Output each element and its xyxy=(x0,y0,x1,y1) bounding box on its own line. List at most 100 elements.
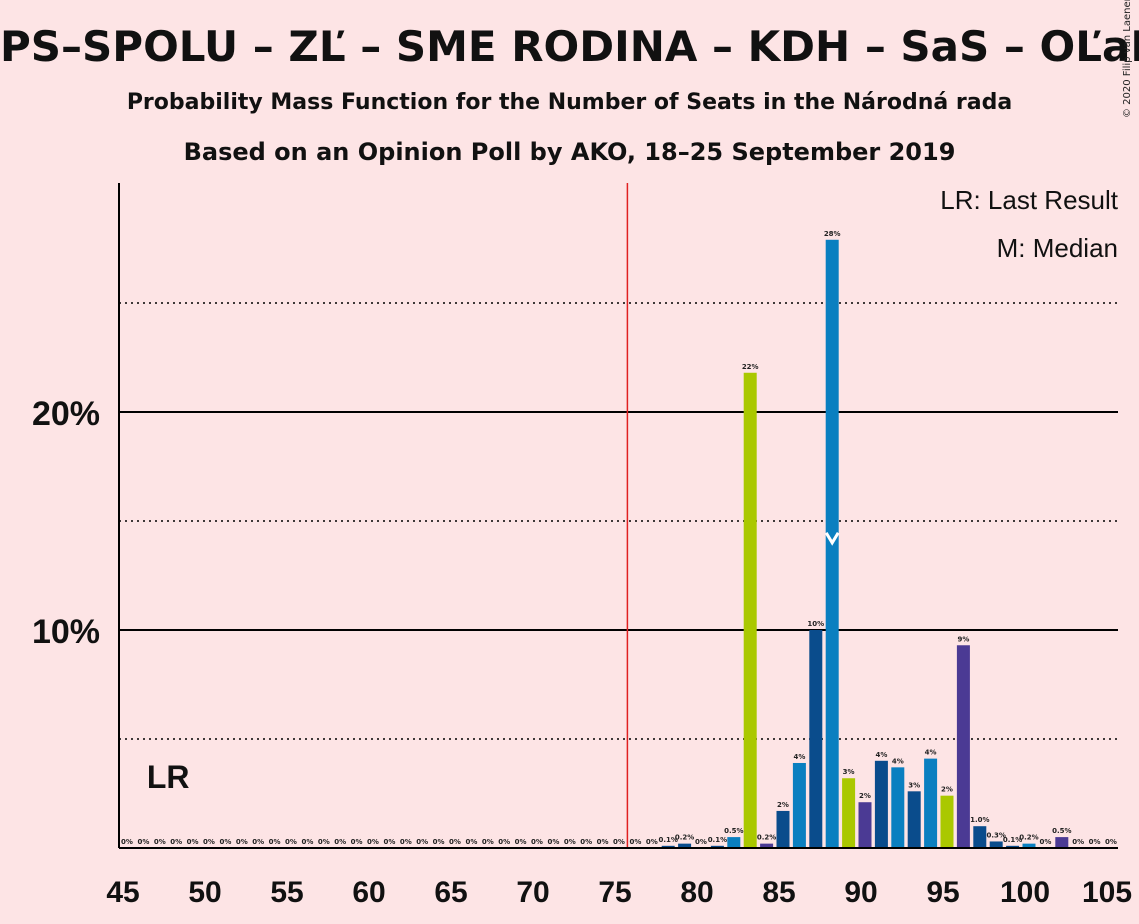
bar-label-seat-100: 0.2% xyxy=(1019,834,1038,842)
bar-label-seat-104: 0% xyxy=(1089,838,1101,846)
bar-label-seat-56: 0% xyxy=(301,838,313,846)
bar-label-seat-101: 0% xyxy=(1039,838,1051,846)
bar-label-seat-91: 4% xyxy=(875,751,887,759)
bar-label-seat-55: 0% xyxy=(285,838,297,846)
bar-label-seat-47: 0% xyxy=(154,838,166,846)
median-marker xyxy=(824,532,840,546)
x-tick-label-55: 55 xyxy=(270,876,303,909)
bar-label-seat-93: 3% xyxy=(908,781,920,789)
bar-label-seat-48: 0% xyxy=(170,838,182,846)
bar-seat-86 xyxy=(792,762,806,848)
bar-label-seat-60: 0% xyxy=(367,838,379,846)
bar-seat-96 xyxy=(956,645,970,848)
bar-seat-94 xyxy=(924,758,938,848)
x-tick-label-80: 80 xyxy=(680,876,713,909)
bar-label-seat-46: 0% xyxy=(137,838,149,846)
bar-label-seat-54: 0% xyxy=(269,838,281,846)
bar-seat-85 xyxy=(776,810,790,848)
bar-label-seat-94: 4% xyxy=(925,749,937,757)
bar-label-seat-50: 0% xyxy=(203,838,215,846)
x-tick-label-85: 85 xyxy=(762,876,795,909)
bar-label-seat-69: 0% xyxy=(515,838,527,846)
bar-label-seat-98: 0.3% xyxy=(986,831,1005,839)
bar-seat-87 xyxy=(809,630,823,848)
bar-label-seat-88: 28% xyxy=(824,230,841,238)
bar-label-seat-95: 2% xyxy=(941,786,953,794)
x-tick-label-100: 100 xyxy=(1000,876,1050,909)
bar-seat-91 xyxy=(874,760,888,848)
bar-seat-81 xyxy=(710,845,724,848)
bar-label-seat-58: 0% xyxy=(334,838,346,846)
bar-seat-90 xyxy=(858,802,872,848)
bar-label-seat-67: 0% xyxy=(482,838,494,846)
x-tick-label-105: 105 xyxy=(1082,876,1132,909)
bar-label-seat-79: 0.2% xyxy=(675,834,694,842)
bar-label-seat-87: 10% xyxy=(807,620,824,628)
bar-seat-84 xyxy=(760,843,774,848)
bar-label-seat-97: 1.0% xyxy=(970,816,989,824)
bar-label-seat-57: 0% xyxy=(318,838,330,846)
x-tick-label-75: 75 xyxy=(598,876,631,909)
bar-seat-89 xyxy=(842,778,856,848)
bar-seat-98 xyxy=(989,841,1003,848)
bar-label-seat-103: 0% xyxy=(1072,838,1084,846)
x-tick-label-60: 60 xyxy=(352,876,385,909)
grid-layer xyxy=(119,183,1118,848)
bar-label-seat-49: 0% xyxy=(187,838,199,846)
bar-label-seat-105: 0% xyxy=(1105,838,1117,846)
bar-label-seat-84: 0.2% xyxy=(757,834,776,842)
bar-label-seat-74: 0% xyxy=(597,838,609,846)
x-tick-label-65: 65 xyxy=(434,876,467,909)
last-result-marker: LR xyxy=(147,759,190,795)
bar-seat-93 xyxy=(907,791,921,848)
bar-label-seat-82: 0.5% xyxy=(724,827,743,835)
bar-label-seat-71: 0% xyxy=(547,838,559,846)
bar-label-seat-99: 0.1% xyxy=(1003,836,1022,844)
bar-label-seat-86: 4% xyxy=(793,753,805,761)
bar-label-seat-92: 4% xyxy=(892,757,904,765)
bar-label-seat-80: 0% xyxy=(695,838,707,846)
bar-label-seat-53: 0% xyxy=(252,838,264,846)
bar-label-seat-89: 3% xyxy=(843,768,855,776)
bar-seat-102 xyxy=(1055,837,1069,848)
bar-label-seat-72: 0% xyxy=(564,838,576,846)
axis-layer: 10% 20% 45 50 55 60 65 70 75 80 85 90 95 100 105 xyxy=(32,183,1132,909)
bar-seat-100 xyxy=(1022,843,1036,848)
legend-median: M: Median xyxy=(997,233,1118,263)
bar-label-seat-64: 0% xyxy=(433,838,445,846)
chart-subtitle: Probability Mass Function for the Number… xyxy=(126,90,1013,115)
bar-label-seat-81: 0.1% xyxy=(708,836,727,844)
bar-seat-78 xyxy=(661,845,675,848)
bar-label-seat-65: 0% xyxy=(449,838,461,846)
bar-label-seat-45: 0% xyxy=(121,838,133,846)
x-tick-label-90: 90 xyxy=(844,876,877,909)
bar-label-seat-77: 0% xyxy=(646,838,658,846)
bar-seat-82 xyxy=(727,837,741,848)
bar-label-seat-83: 22% xyxy=(742,363,759,371)
x-tick-label-70: 70 xyxy=(516,876,549,909)
bar-label-seat-73: 0% xyxy=(580,838,592,846)
bar-label-seat-70: 0% xyxy=(531,838,543,846)
bar-label-seat-52: 0% xyxy=(236,838,248,846)
bar-label-seat-102: 0.5% xyxy=(1052,827,1071,835)
bar-seat-79 xyxy=(678,843,692,848)
bar-seat-95 xyxy=(940,795,954,848)
bar-label-seat-61: 0% xyxy=(383,838,395,846)
bar-label-seat-66: 0% xyxy=(465,838,477,846)
bar-label-seat-76: 0% xyxy=(629,838,641,846)
bar-label-seat-90: 2% xyxy=(859,792,871,800)
x-tick-label-45: 45 xyxy=(106,876,139,909)
legend-last-result: LR: Last Result xyxy=(940,185,1119,215)
bar-seat-99 xyxy=(1006,845,1020,848)
bar-layer xyxy=(661,239,1069,848)
bar-label-seat-78: 0.1% xyxy=(658,836,677,844)
bar-label-seat-68: 0% xyxy=(498,838,510,846)
chart-title: PS–SPOLU – ZĽ – SME RODINA – KDH – SaS –… xyxy=(0,22,1139,71)
y-tick-label-20: 20% xyxy=(32,395,100,433)
bar-seat-97 xyxy=(973,826,987,848)
x-tick-label-50: 50 xyxy=(188,876,221,909)
chart-subtitle-source: Based on an Opinion Poll by AKO, 18–25 S… xyxy=(183,138,956,166)
label-layer: 0% 0% 0% 0% 0% 0% 0% 0% 0% 0% 0% 0% 0% 0% 0% 0% 0% 0% 0% 0%… xyxy=(121,230,1117,846)
x-tick-label-95: 95 xyxy=(926,876,959,909)
